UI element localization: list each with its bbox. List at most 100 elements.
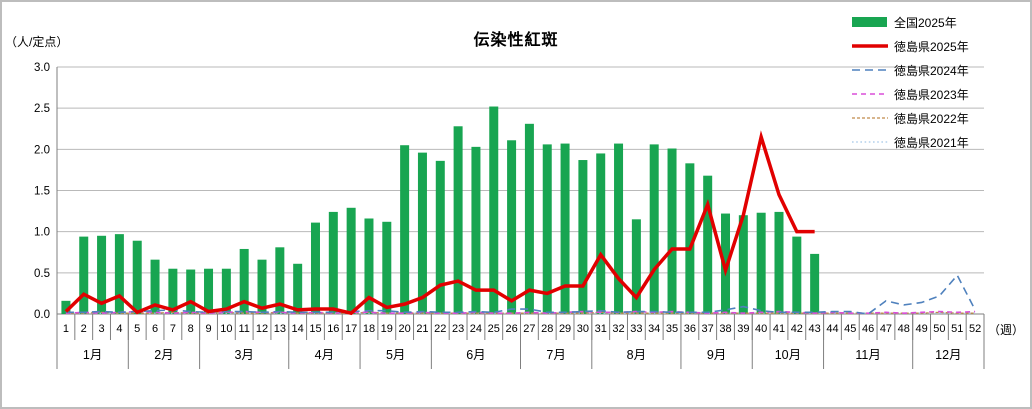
week-tick-label: 2 (81, 323, 87, 335)
week-tick-label: 30 (577, 323, 589, 335)
bar (471, 146, 481, 314)
bar (346, 207, 356, 314)
week-tick-label: 6 (152, 323, 158, 335)
week-tick-label: 22 (434, 323, 446, 335)
bar (293, 263, 303, 314)
bar (239, 248, 249, 314)
y-axis-unit-label: （人/定点） (5, 35, 69, 49)
bar (132, 240, 142, 314)
x-axis-unit-label: （週） (988, 323, 1025, 337)
week-tick-label: 15 (309, 323, 321, 335)
legend-label: 徳島県2023年 (894, 87, 969, 102)
line-series (65, 310, 976, 314)
bar-series (61, 106, 820, 315)
month-tick-label: 12月 (935, 348, 961, 362)
bar (685, 163, 695, 314)
week-tick-label: 7 (170, 323, 176, 335)
y-tick-label: 0.0 (34, 309, 50, 321)
week-tick-label: 38 (719, 323, 731, 335)
week-tick-label: 37 (702, 323, 714, 335)
week-tick-label: 25 (488, 323, 500, 335)
week-tick-label: 39 (737, 323, 749, 335)
month-tick-label: 8月 (627, 348, 646, 362)
week-tick-label: 47 (880, 323, 892, 335)
bar (578, 160, 588, 314)
line-series (65, 273, 976, 315)
y-tick-label: 2.5 (34, 103, 50, 115)
bar (364, 218, 374, 314)
bar (417, 152, 427, 314)
week-tick-label: 21 (416, 323, 428, 335)
legend-line-swatch (852, 93, 888, 95)
week-tick-label: 41 (773, 323, 785, 335)
week-tick-label: 36 (684, 323, 696, 335)
week-tick-label: 45 (844, 323, 856, 335)
month-tick-label: 2月 (154, 348, 173, 362)
y-tick-label: 1.0 (34, 227, 50, 239)
chart-title: 伝染性紅斑 (473, 32, 559, 49)
bar (774, 211, 784, 314)
week-tick-label: 20 (399, 323, 411, 335)
week-tick-label: 24 (470, 323, 482, 335)
legend-item: 徳島県2022年 (851, 106, 969, 130)
bar (507, 140, 517, 314)
week-tick-label: 49 (915, 323, 927, 335)
bar (400, 145, 410, 314)
week-tick-label: 10 (220, 323, 232, 335)
legend-label: 徳島県2022年 (894, 111, 969, 126)
bar (810, 253, 820, 314)
month-tick-label: 1月 (83, 348, 102, 362)
bar (257, 259, 267, 314)
week-tick-label: 14 (292, 323, 304, 335)
week-tick-label: 32 (612, 323, 624, 335)
week-tick-label: 3 (99, 323, 105, 335)
week-tick-label: 23 (452, 323, 464, 335)
week-axis: 1 2 3 4 5 6 7 8 9 10 11 12 13 14 15 16 17 18 19 20 21 22 23 24 2… (56, 314, 985, 340)
week-tick-label: 46 (862, 323, 874, 335)
week-tick-label: 19 (381, 323, 393, 335)
week-tick-label: 11 (238, 323, 249, 335)
legend-label: 全国2025年 (894, 15, 957, 30)
week-tick-label: 28 (541, 323, 553, 335)
week-tick-label: 17 (345, 323, 357, 335)
month-tick-label: 4月 (315, 348, 334, 362)
legend-label: 徳島県2025年 (894, 39, 969, 54)
week-tick-label: 35 (666, 323, 678, 335)
bar (328, 211, 338, 314)
bar (168, 268, 178, 314)
legend-line-swatch (852, 141, 888, 143)
week-tick-label: 51 (951, 323, 963, 335)
week-tick-label: 13 (274, 323, 286, 335)
bar (186, 269, 196, 314)
y-tick-label: 0.5 (34, 268, 50, 280)
month-tick-label: 6月 (466, 348, 485, 362)
week-tick-label: 42 (791, 323, 803, 335)
week-tick-label: 52 (969, 323, 981, 335)
legend-line-swatch (852, 69, 888, 71)
legend-line-swatch (852, 117, 888, 119)
week-tick-label: 33 (630, 323, 642, 335)
week-tick-label: 18 (363, 323, 375, 335)
bar (79, 236, 89, 314)
week-tick-label: 9 (205, 323, 211, 335)
legend-bar-swatch (852, 17, 887, 27)
bar (382, 221, 392, 314)
week-tick-label: 40 (755, 323, 767, 335)
bar (614, 143, 624, 314)
bar (204, 268, 214, 314)
legend-label: 徳島県2024年 (894, 63, 969, 78)
bar (310, 222, 320, 314)
bar (150, 259, 160, 314)
bar (542, 144, 552, 314)
bar (703, 175, 713, 314)
legend-item: 全国2025年 (851, 10, 969, 34)
bar (114, 234, 124, 314)
legend-item: 徳島県2024年 (851, 58, 969, 82)
week-tick-label: 16 (327, 323, 339, 335)
y-axis-labels: 0.0 0.5 1.0 1.5 2.0 2.5 3.0 (34, 62, 50, 321)
week-tick-label: 43 (809, 323, 821, 335)
bar (596, 153, 606, 314)
bar (560, 143, 570, 314)
line-series (64, 130, 815, 316)
legend-item: 徳島県2023年 (851, 82, 969, 106)
